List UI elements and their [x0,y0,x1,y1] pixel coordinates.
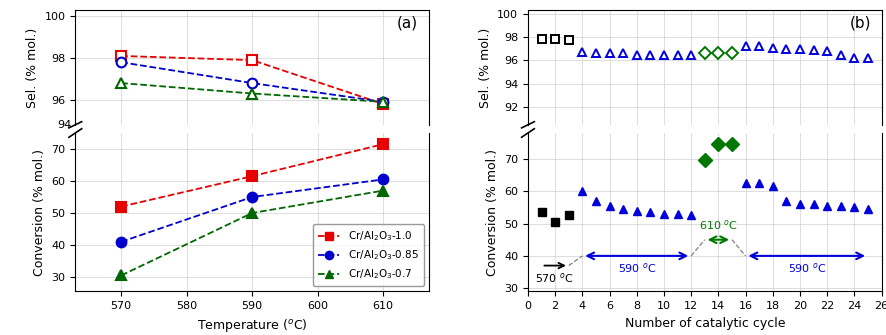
X-axis label: Temperature ($^o$C): Temperature ($^o$C) [197,317,307,334]
Text: 94: 94 [58,120,72,130]
Y-axis label: Sel. (% mol.): Sel. (% mol.) [478,27,492,108]
Text: 570 $^o$C: 570 $^o$C [535,271,573,285]
Text: (b): (b) [850,16,871,31]
Text: 590 $^o$C: 590 $^o$C [788,261,826,275]
Text: 610 $^o$C: 610 $^o$C [699,218,738,231]
Y-axis label: Sel. (% mol.): Sel. (% mol.) [26,27,39,108]
Text: (a): (a) [397,16,418,31]
Y-axis label: Conversion (% mol.): Conversion (% mol.) [486,149,499,276]
Text: 590 $^o$C: 590 $^o$C [618,261,656,275]
Y-axis label: Conversion (% mol.): Conversion (% mol.) [33,149,46,276]
Legend: Cr/Al$_2$O$_3$-1.0, Cr/Al$_2$O$_3$-0.85, Cr/Al$_2$O$_3$-0.7: Cr/Al$_2$O$_3$-1.0, Cr/Al$_2$O$_3$-0.85,… [313,224,424,286]
X-axis label: Number of catalytic cycle: Number of catalytic cycle [625,317,785,330]
